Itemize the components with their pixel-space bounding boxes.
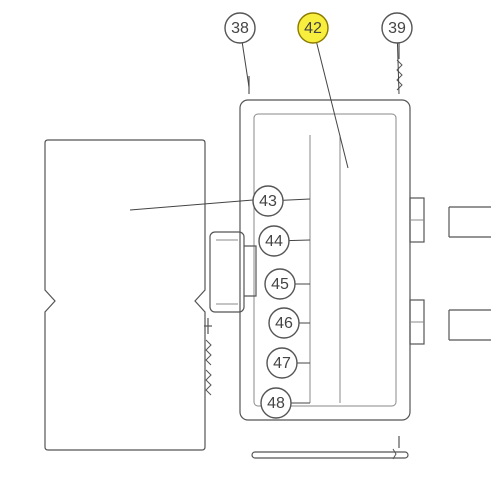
part-number: 47 (273, 355, 291, 372)
panel-leader (130, 200, 253, 210)
door-frame-outer (240, 100, 410, 420)
part-number: 39 (388, 20, 406, 37)
spring (206, 340, 211, 365)
spring (206, 370, 211, 395)
side-panel (45, 140, 205, 450)
part-number: 45 (271, 276, 289, 293)
leader-line (313, 28, 348, 168)
bottom-bar (252, 452, 408, 458)
part-number: 42 (304, 20, 322, 37)
part-number: 46 (275, 315, 293, 332)
part-number: 43 (259, 193, 277, 210)
parts-diagram: 38 42 39 43 44 45 46 47 48 (0, 0, 500, 500)
handle-body (210, 232, 244, 312)
part-number: 38 (231, 20, 249, 37)
part-number: 48 (267, 395, 285, 412)
part-number: 44 (265, 233, 283, 250)
